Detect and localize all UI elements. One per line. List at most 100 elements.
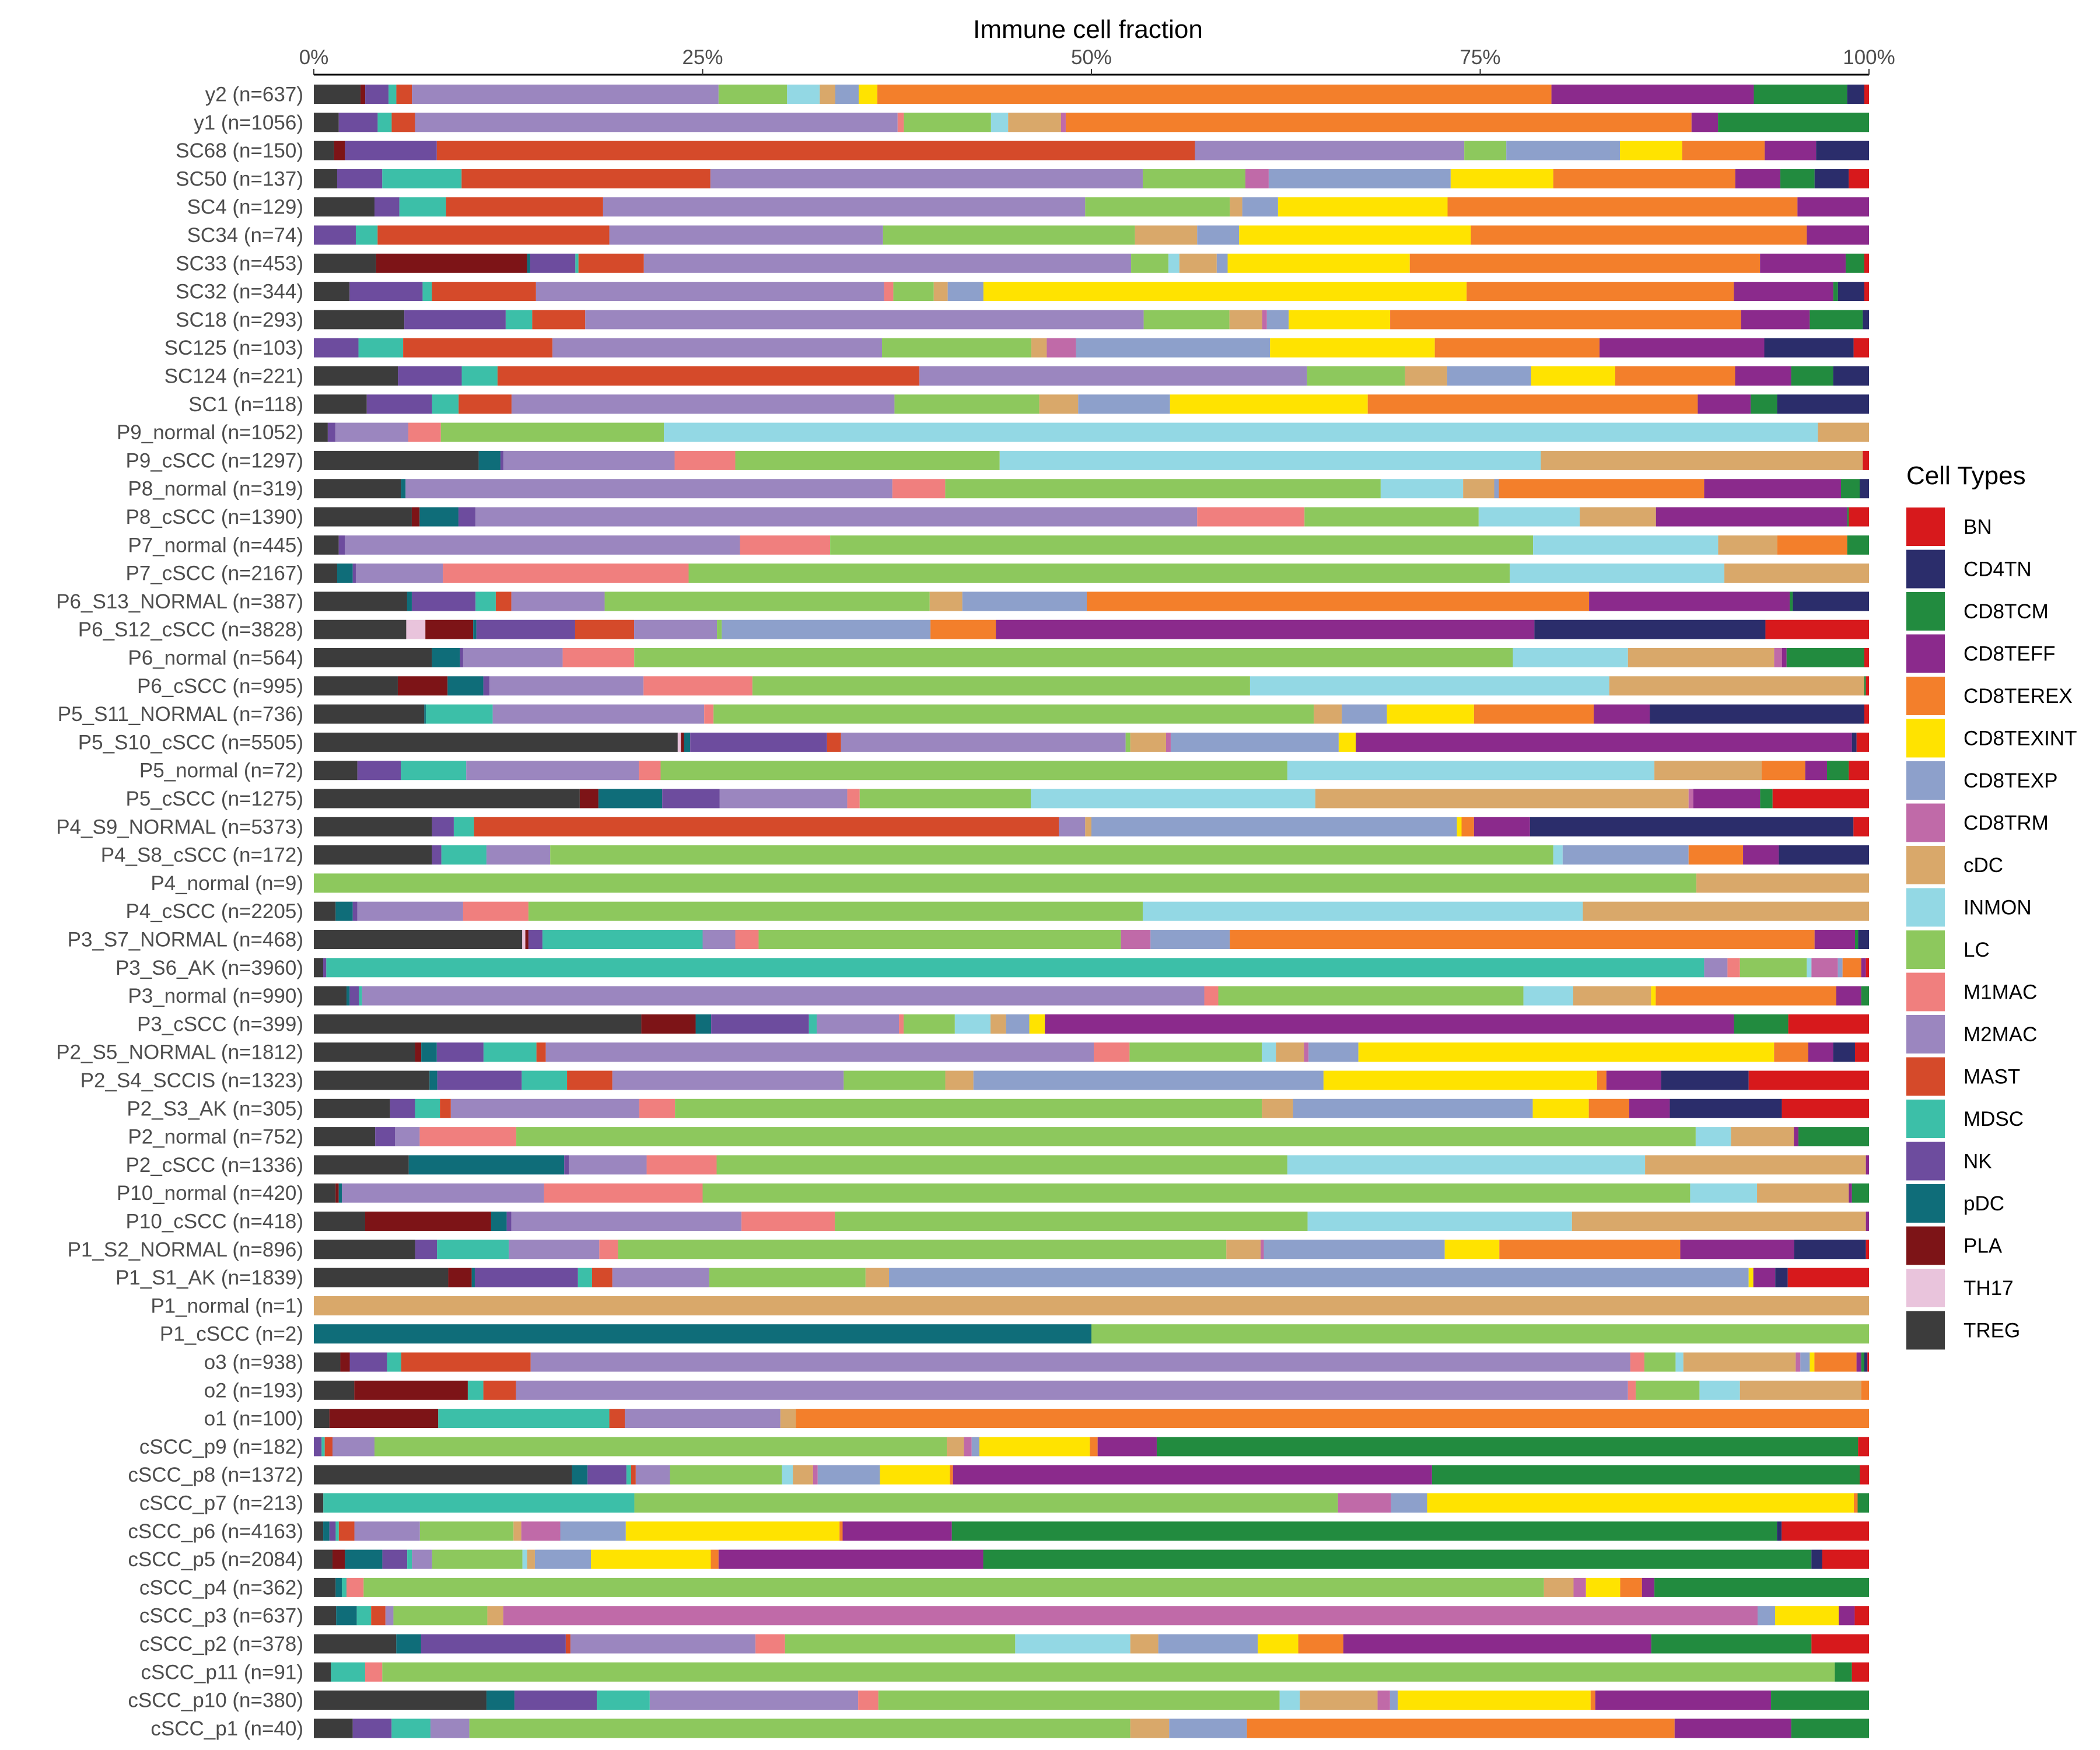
bar-segment-m2mac xyxy=(625,1409,780,1429)
bar-segment-cd8teff xyxy=(1741,310,1810,330)
bar-segment-cd8texp xyxy=(1506,141,1620,160)
bar-segment-bn xyxy=(1867,1352,1869,1372)
bar-segment-m2mac xyxy=(511,394,895,414)
bar-segment-cdc xyxy=(1315,789,1689,808)
bar-segment-cd8terex xyxy=(950,1465,953,1485)
bar-segment-cd8terex xyxy=(1774,1042,1808,1062)
y-tick-label: SC18 (n=293) xyxy=(176,309,303,331)
bar-segment-nk xyxy=(662,789,720,808)
bar-segment-m2mac xyxy=(345,535,740,555)
bar-segment-cdc xyxy=(1229,310,1262,330)
bar-segment-cdc xyxy=(991,1014,1006,1034)
legend-label: CD8TCM xyxy=(1964,600,2049,623)
bar-segment-lc xyxy=(883,225,1135,245)
bar-segment-mdsc xyxy=(377,113,392,132)
bar-segment-cdc xyxy=(1262,1098,1293,1118)
bar-segment-pla xyxy=(376,253,527,273)
bar-segment-inmon xyxy=(1015,1634,1130,1654)
legend-label: CD8TRM xyxy=(1964,812,2049,835)
bar-segment-cd8tcm xyxy=(1847,507,1849,527)
bar-row xyxy=(314,986,1869,1006)
bar-segment-cd8terex xyxy=(1656,986,1836,1006)
legend-swatch-treg xyxy=(1906,1311,1945,1350)
bar-segment-cd8texp xyxy=(1391,1493,1427,1513)
bar-segment-pdc xyxy=(478,450,501,470)
bar-segment-cdc xyxy=(1583,901,1869,921)
bar-segment-cd8teff xyxy=(1861,958,1866,978)
bar-segment-m1mac xyxy=(463,901,528,921)
bar-segment-inmon xyxy=(1307,1212,1572,1231)
bar-segment-m2mac xyxy=(817,1014,900,1034)
bar-segment-cd8texp xyxy=(560,1521,626,1541)
bar-segment-lc xyxy=(878,1690,1280,1710)
bar-segment-cd8trm xyxy=(1060,113,1066,132)
bar-segment-cd8texint xyxy=(1444,1240,1500,1259)
bar-row xyxy=(314,789,1869,808)
bar-segment-pla xyxy=(335,1183,339,1203)
bar-segment-cd8texp xyxy=(889,1268,1749,1287)
bar-segment-cd8texint xyxy=(1278,197,1448,217)
bar-segment-cdc xyxy=(1724,564,1869,583)
bar-segment-cd8terex xyxy=(1409,253,1760,273)
bar-segment-cd8texint xyxy=(1029,1014,1045,1034)
bar-segment-cd8teff xyxy=(1866,1155,1869,1175)
y-tick-label: P7_cSCC (n=2167) xyxy=(126,562,303,585)
bar-segment-mast xyxy=(436,141,1195,160)
bar-segment-nk xyxy=(514,1690,597,1710)
bar-segment-mast xyxy=(575,620,635,639)
bar-segment-cdc xyxy=(945,1070,974,1090)
legend-swatch-cd8trm xyxy=(1906,803,1945,842)
bar-segment-cd8tcm xyxy=(1841,479,1860,499)
bar-segment-pdc xyxy=(338,1183,342,1203)
bar-segment-nk xyxy=(382,1549,408,1569)
y-tick-label: P10_cSCC (n=418) xyxy=(126,1210,303,1233)
bar-segment-cd8texp xyxy=(1076,338,1270,358)
bar-segment-cd8tcm xyxy=(1835,1662,1852,1682)
bar-segment-cdc xyxy=(1039,394,1079,414)
bar-segment-cd8tcm xyxy=(1861,986,1869,1006)
bar-segment-cd8terex xyxy=(796,1409,1869,1429)
bar-row xyxy=(314,366,1869,386)
legend-swatch-cd8texp xyxy=(1906,761,1945,800)
x-tick-label: 50% xyxy=(1071,46,1112,69)
bar-row xyxy=(314,676,1869,696)
bar-segment-bn xyxy=(1866,1240,1869,1259)
y-tick-label: P3_cSCC (n=399) xyxy=(137,1013,303,1035)
bar-segment-m1mac xyxy=(847,789,860,808)
bar-segment-cd8teff xyxy=(1600,338,1765,358)
bar-segment-inmon xyxy=(1478,507,1580,527)
bar-segment-m2mac xyxy=(545,1042,1094,1062)
legend-swatch-inmon xyxy=(1906,888,1945,927)
y-tick-label: P9_cSCC (n=1297) xyxy=(126,449,303,472)
bar-segment-cd8texp xyxy=(962,592,1087,611)
bar-row xyxy=(314,479,1869,499)
bar-segment-m2mac xyxy=(569,1155,647,1175)
x-axis: 0% 25% 50% 75% 100% xyxy=(299,46,1895,76)
bar-segment-lc xyxy=(1464,141,1507,160)
bar-segment-cd8teff xyxy=(1594,704,1650,724)
bar-segment-th17 xyxy=(677,732,681,752)
bar-segment-m2mac xyxy=(570,1634,756,1654)
bar-segment-cd8teff xyxy=(1836,986,1861,1006)
bar-row xyxy=(314,507,1869,527)
bar-row xyxy=(314,1465,1869,1485)
bar-segment-m2mac xyxy=(536,282,884,302)
bar-segment-cd8teff xyxy=(1782,648,1787,667)
x-tick-label: 75% xyxy=(1460,46,1500,69)
legend-swatch-m2mac xyxy=(1906,1015,1945,1054)
bar-segment-nk xyxy=(690,732,827,752)
bar-segment-lc xyxy=(844,1070,946,1090)
bar-segment-nk xyxy=(365,85,389,104)
bar-segment-pla xyxy=(579,789,598,808)
bar-row xyxy=(314,1409,1869,1429)
bar-segment-inmon xyxy=(1675,1352,1684,1372)
bar-segment-cdc xyxy=(1135,225,1198,245)
bar-segment-cd8texint xyxy=(1239,225,1471,245)
bar-segment-m1mac xyxy=(646,1155,717,1175)
bar-segment-cd8teff xyxy=(1356,732,1852,752)
bar-segment-nk xyxy=(483,676,490,696)
bar-segment-nk xyxy=(411,592,476,611)
bar-segment-treg xyxy=(314,1127,376,1147)
bar-segment-m1mac xyxy=(408,422,441,442)
